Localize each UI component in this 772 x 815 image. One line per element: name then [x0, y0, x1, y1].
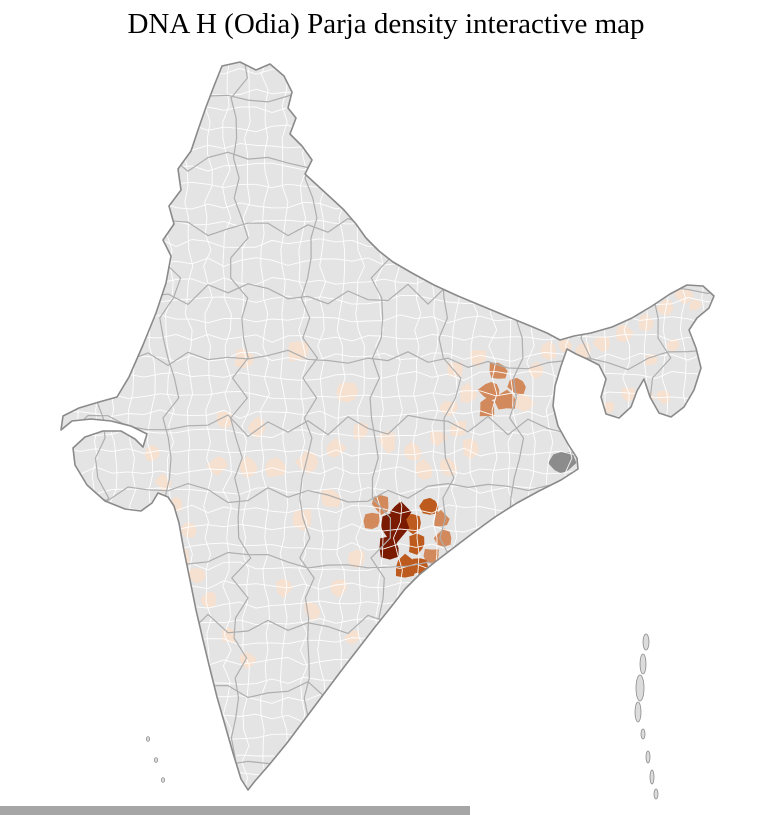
district-shape[interactable] [695, 323, 708, 338]
district-shape[interactable] [417, 568, 435, 585]
district-shape[interactable] [321, 488, 342, 508]
district-shape[interactable] [239, 652, 257, 669]
district-shape[interactable] [206, 455, 229, 476]
district-shape[interactable] [403, 441, 422, 461]
district-shape[interactable] [460, 382, 479, 403]
district-shape[interactable] [389, 501, 412, 525]
district-shape[interactable] [689, 298, 702, 311]
district-shape[interactable] [200, 591, 217, 609]
district-shape[interactable] [264, 457, 286, 477]
district-shape[interactable] [513, 393, 536, 412]
district-shape[interactable] [494, 389, 516, 410]
district-shape[interactable] [674, 289, 694, 306]
district-shape[interactable] [621, 387, 637, 402]
district-shape[interactable] [655, 298, 674, 316]
district-shape[interactable] [666, 338, 680, 354]
district-shape[interactable] [645, 354, 658, 366]
district-shape[interactable] [276, 578, 293, 599]
district-shape[interactable] [415, 458, 433, 480]
district-shape[interactable] [433, 509, 450, 527]
islands [145, 633, 659, 800]
map-title: DNA H (Odia) Parja density interactive m… [127, 8, 645, 40]
district-shape[interactable] [540, 341, 557, 360]
district-shape[interactable] [409, 533, 425, 555]
district-shape[interactable] [379, 536, 399, 560]
district-shape[interactable] [433, 528, 452, 547]
district-shape[interactable] [477, 382, 500, 401]
delta-patch [548, 451, 577, 474]
district-shape[interactable] [603, 401, 615, 414]
district-shape[interactable] [447, 362, 463, 377]
district-shape[interactable] [419, 497, 439, 515]
india-outline [60, 61, 715, 791]
district-shape[interactable] [363, 512, 380, 530]
district-shape[interactable] [144, 444, 160, 462]
bottom-scrollbar[interactable] [0, 806, 470, 815]
district-shape[interactable] [188, 567, 206, 584]
district-shape[interactable] [507, 377, 526, 396]
district-shape[interactable] [371, 495, 389, 515]
district-shape[interactable] [423, 548, 439, 563]
